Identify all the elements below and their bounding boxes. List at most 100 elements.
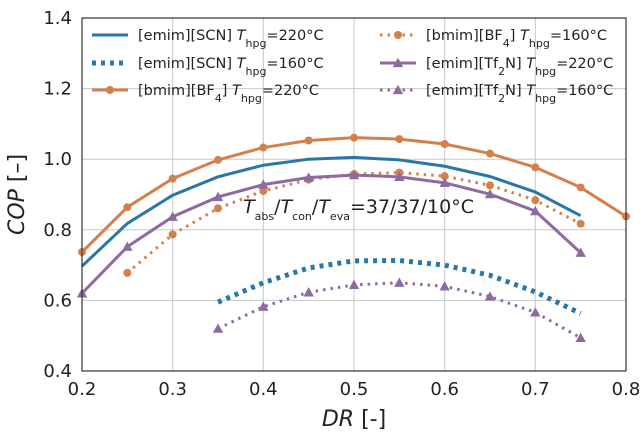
data-point [167, 211, 178, 221]
x-tick-label: 0.7 [521, 379, 550, 400]
series-group [76, 133, 630, 342]
legend-label-part: N] [505, 56, 526, 72]
data-point [304, 136, 313, 145]
legend-label-part: [emim][SCN] [138, 28, 237, 44]
data-point [348, 279, 360, 290]
data-point [212, 323, 224, 333]
data-point [394, 31, 402, 39]
annotation-part: T [281, 196, 294, 218]
legend: [emim][SCN] Thpg=220°C[emim][SCN] Thpg=1… [92, 28, 613, 105]
data-point [214, 155, 222, 164]
data-point [303, 287, 314, 297]
legend-label-part: hpg [245, 37, 266, 50]
legend-label-part: ] [510, 28, 520, 44]
legend-label: [emim][Tf2N] Thpg=220°C [426, 56, 613, 78]
legend-label: [bmim][BF4] Thpg=160°C [426, 28, 607, 50]
data-point [259, 186, 268, 195]
legend-label-part: [emim][SCN] [138, 56, 237, 72]
annotation-part: abs [255, 210, 275, 223]
data-point [440, 140, 449, 149]
legend-label-part: N] [505, 83, 526, 99]
data-point [575, 332, 586, 342]
data-point [168, 174, 177, 183]
x-tick-label: 0.5 [340, 379, 369, 400]
series-line [126, 171, 582, 275]
legend-label-part: T [526, 56, 536, 72]
data-point [350, 133, 358, 142]
data-point [123, 268, 132, 277]
data-point [531, 163, 540, 172]
data-point [106, 86, 114, 94]
y-axis-unit: [–] [5, 154, 30, 182]
x-axis-label-part: DR [322, 407, 361, 432]
y-tick-label: 0.8 [43, 220, 72, 241]
data-point [212, 191, 224, 202]
data-point [122, 241, 133, 251]
legend-label-part: [emim][Tf [426, 56, 499, 72]
x-tick-label: 0.6 [430, 379, 459, 400]
legend-label-part: T [232, 83, 242, 99]
legend-entry-1: [emim][SCN] Thpg=160°C [92, 56, 324, 78]
x-tick-label: 0.4 [249, 379, 278, 400]
legend-label-part: [emim][Tf [426, 83, 499, 99]
data-point [168, 230, 177, 239]
annotation-part: T [318, 196, 331, 218]
data-point [303, 172, 314, 182]
data-point [531, 196, 540, 205]
legend-label-part: hpg [535, 92, 556, 105]
x-axis-unit: [-] [361, 407, 386, 432]
data-point [440, 172, 449, 181]
series-line [80, 173, 582, 295]
data-point [258, 301, 269, 311]
legend-label-part: [bmim][BF [426, 28, 503, 44]
legend-label-part: hpg [241, 92, 262, 105]
annotation-part: / [312, 196, 319, 218]
data-point [348, 169, 360, 180]
data-point [439, 177, 450, 188]
data-point [484, 188, 496, 199]
data-point [392, 84, 404, 95]
data-point [259, 143, 268, 152]
legend-label: [bmim][BF4] Thpg=220°C [138, 83, 319, 105]
data-point [486, 149, 494, 158]
annotation-part: / [274, 196, 281, 218]
y-axis-label-part: COP [5, 182, 30, 235]
data-point [576, 219, 585, 228]
legend-label: [emim][SCN] Thpg=160°C [138, 56, 324, 78]
legend-entry-3: [bmim][BF4] Thpg=160°C [380, 28, 607, 50]
plot-frame [81, 17, 627, 372]
data-point [392, 57, 404, 68]
legend-label-part: 4 [503, 37, 510, 50]
series-line [217, 258, 582, 316]
data-point [394, 277, 405, 287]
legend-label-part: =160°C [550, 28, 607, 44]
legend-entry-4: [emim][Tf2N] Thpg=220°C [380, 56, 613, 78]
data-point [258, 179, 269, 189]
annotation-part: =37/37/10°C [350, 196, 474, 218]
legend-label-part: T [237, 56, 247, 72]
legend-label-part: T [237, 28, 247, 44]
legend-entry-2: [bmim][BF4] Thpg=220°C [92, 83, 319, 105]
data-point [486, 181, 494, 190]
y-axis-label: COP [–] [5, 154, 30, 235]
legend-label-part: hpg [245, 65, 266, 78]
legend-label-part: ] [222, 83, 232, 99]
tick-labels: 0.2 0.3 0.4 0.5 0.6 0.7 0.8 0.4 0.6 0.8 1.0 1.2 1.4 [43, 8, 640, 400]
y-tick-label: 0.6 [43, 290, 72, 311]
data-point [394, 171, 405, 182]
y-tick-label: 1.4 [43, 8, 72, 29]
data-point [576, 183, 585, 192]
legend-label-part: 2 [498, 65, 505, 78]
condition-annotation: Tabs/Tcon/Teva=37/37/10°C [243, 196, 474, 223]
legend-label-part: [bmim][BF [138, 83, 215, 99]
y-tick-label: 0.4 [43, 361, 72, 382]
series-5 [212, 277, 586, 342]
legend-label-part: hpg [535, 65, 556, 78]
legend-label-part: =220°C [266, 28, 323, 44]
legend-label-part: T [520, 28, 530, 44]
series-4 [76, 169, 586, 298]
x-tick-label: 0.2 [68, 379, 97, 400]
data-point [530, 307, 541, 317]
data-point [484, 291, 496, 301]
